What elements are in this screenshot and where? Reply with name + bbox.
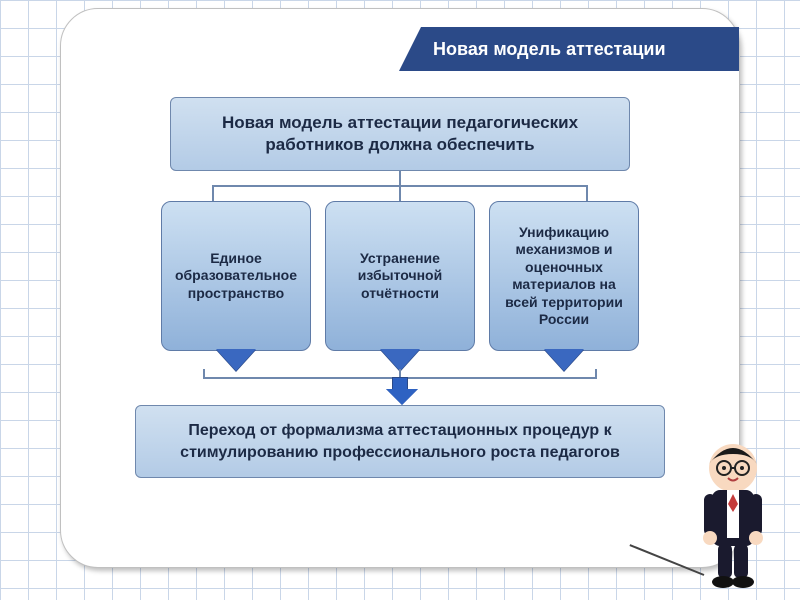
banner-wrap: Новая модель аттестации: [83, 27, 717, 75]
mid-box-3-text: Унификацию механизмов и оценочных матери…: [498, 224, 630, 329]
mid-box-2-text: Устранение избыточной отчётности: [334, 250, 466, 303]
arrows-row: [83, 349, 717, 371]
top-box-text: Новая модель аттестации педагогических р…: [222, 113, 578, 154]
mid-row: Единое образовательное пространство Устр…: [83, 201, 717, 351]
merge-arrow-icon: [386, 377, 414, 405]
top-box: Новая модель аттестации педагогических р…: [170, 97, 630, 171]
arrow-down-icon: [216, 349, 256, 371]
teacher-character-icon: [678, 434, 788, 594]
mid-box-2: Устранение избыточной отчётности: [325, 201, 475, 351]
title-banner-text: Новая модель аттестации: [433, 39, 666, 60]
arrow-down-icon: [380, 349, 420, 371]
arrow-down-icon: [544, 349, 584, 371]
connector-bottom: [161, 371, 639, 405]
connector-top: [170, 171, 630, 201]
title-banner: Новая модель аттестации: [399, 27, 739, 71]
mid-box-1: Единое образовательное пространство: [161, 201, 311, 351]
mid-box-3: Унификацию механизмов и оценочных матери…: [489, 201, 639, 351]
content-card: Новая модель аттестации Новая модель атт…: [60, 8, 740, 568]
mid-box-1-text: Единое образовательное пространство: [170, 250, 302, 303]
bottom-box-text: Переход от формализма аттестационных про…: [180, 422, 620, 461]
bottom-box: Переход от формализма аттестационных про…: [135, 405, 665, 478]
